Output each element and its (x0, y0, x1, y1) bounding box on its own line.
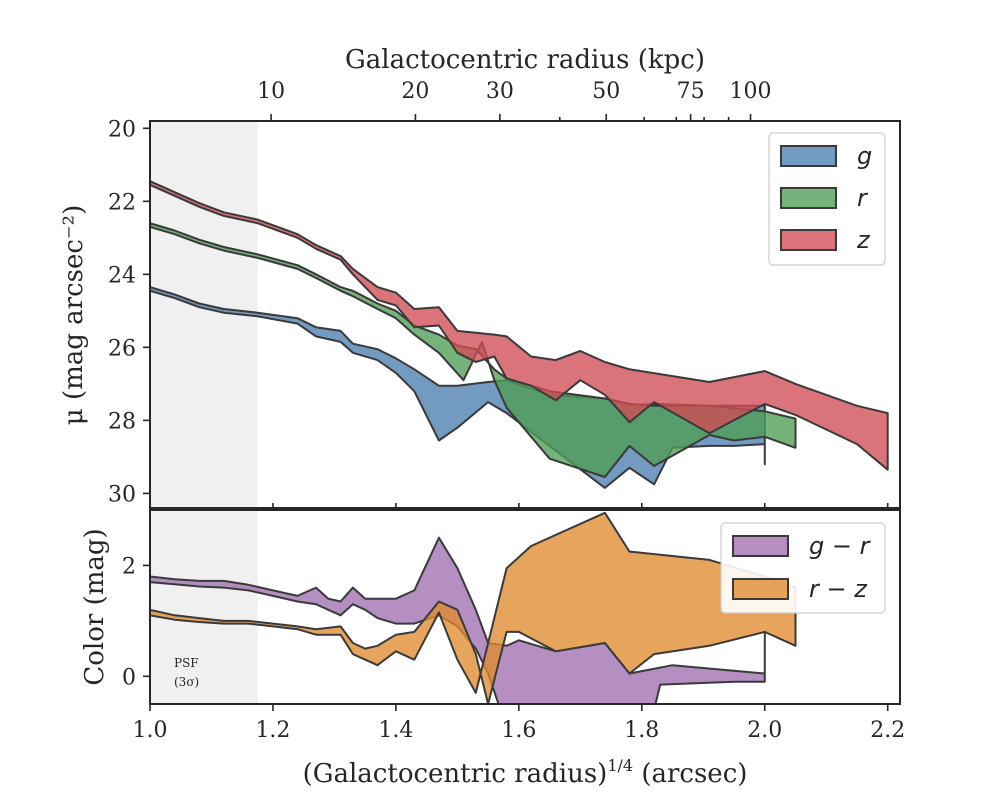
color-bands (150, 511, 797, 704)
x-tick-label: 1.6 (501, 718, 536, 743)
top-x-tick-label: 20 (401, 79, 429, 104)
legend-swatch (780, 145, 837, 167)
top-x-axis-ticks: 10 20 30 50 75 100 (257, 79, 772, 121)
y-tick-label: 24 (108, 263, 136, 288)
legend-bands: grz (768, 132, 886, 266)
color-panel: 02 1.0 1.2 1.4 1.6 1.8 2.0 2.2 g − rr − z PSF … (122, 503, 905, 743)
y-axis-ticks: 20 22 24 26 28 30 (108, 117, 150, 507)
legend-swatch (732, 535, 789, 557)
x-tick-label: 1.0 (133, 718, 168, 743)
y-tick-label: 28 (108, 409, 136, 434)
plot-frame-bottom (149, 509, 901, 705)
legend-swatch (780, 229, 837, 251)
legend-swatch (732, 578, 789, 600)
top-axis-title: Galactocentric radius (kpc) (345, 45, 705, 75)
band-z (150, 180, 889, 471)
x-tick-label: 2.2 (870, 718, 905, 743)
top-x-tick-label: 10 (257, 79, 285, 104)
legend-label: g (857, 142, 872, 170)
y-tick-label: 22 (108, 190, 136, 215)
y-tick-label: 2 (122, 554, 136, 579)
top-x-tick-label: 75 (677, 79, 705, 104)
surface-brightness-bands (150, 180, 889, 489)
x-tick-label: 1.8 (624, 718, 659, 743)
surface-brightness-panel: 20 22 24 26 28 30 10 20 30 50 75 100 grz (108, 79, 901, 509)
x-tick-label: 2.0 (747, 718, 782, 743)
legend-label: r − z (809, 575, 868, 603)
y-tick-label: 0 (122, 665, 136, 690)
top-x-tick-label: 30 (486, 79, 514, 104)
x-tick-label: 1.4 (378, 718, 413, 743)
y-tick-label: 30 (108, 482, 136, 507)
y-tick-label: 26 (108, 336, 136, 361)
x-axis-title: (Galactocentric radius)1/4 (arcsec) (303, 756, 748, 789)
x-axis-ticks: 1.0 1.2 1.4 1.6 1.8 2.0 2.2 (133, 503, 905, 743)
x-tick-label: 1.2 (255, 718, 290, 743)
plot-frame-top (149, 120, 901, 509)
psf-sublabel: (3σ) (174, 675, 199, 689)
y-axis-title-top: μ (mag arcsec⁻²) (59, 205, 89, 425)
y-axis-ticks: 02 (122, 554, 150, 690)
top-x-tick-label: 100 (730, 79, 772, 104)
legend-colors: g − r r − z (720, 522, 886, 614)
legend-label: g − r (809, 532, 872, 560)
legend-label: r (857, 184, 869, 212)
y-axis-title-bottom: Color (mag) (80, 528, 110, 685)
legend-label: z (856, 226, 871, 254)
legend-swatch (780, 187, 837, 209)
y-tick-label: 20 (108, 117, 136, 142)
psf-shaded-region (150, 510, 258, 704)
psf-label: PSF (174, 656, 199, 670)
band-rz (150, 511, 797, 704)
top-x-tick-label: 50 (592, 79, 620, 104)
